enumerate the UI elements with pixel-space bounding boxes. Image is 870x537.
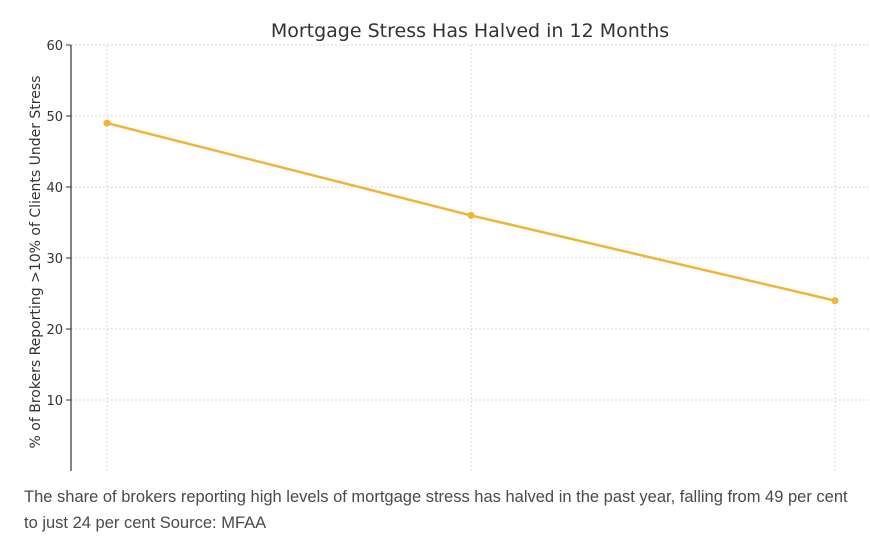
axis-layer: 10 20 30 40 50 60 xyxy=(46,39,72,471)
data-point xyxy=(831,297,839,305)
figure-caption: The share of brokers reporting high leve… xyxy=(24,488,848,532)
y-tick-label: 50 xyxy=(46,110,63,125)
line-chart: Mortgage Stress Has Halved in 12 Months … xyxy=(28,20,870,471)
grid-layer xyxy=(71,44,870,471)
chart-title: Mortgage Stress Has Halved in 12 Months xyxy=(271,20,669,42)
y-tick-label: 10 xyxy=(46,394,63,409)
y-tick-label: 40 xyxy=(46,181,63,196)
data-point xyxy=(103,119,111,127)
data-point xyxy=(467,211,475,219)
y-tick-label: 60 xyxy=(46,39,63,54)
y-axis-label: % of Brokers Reporting >10% of Clients U… xyxy=(28,76,44,449)
series-layer xyxy=(103,119,839,305)
y-tick-label: 30 xyxy=(46,252,63,267)
y-tick-label: 20 xyxy=(46,323,63,338)
